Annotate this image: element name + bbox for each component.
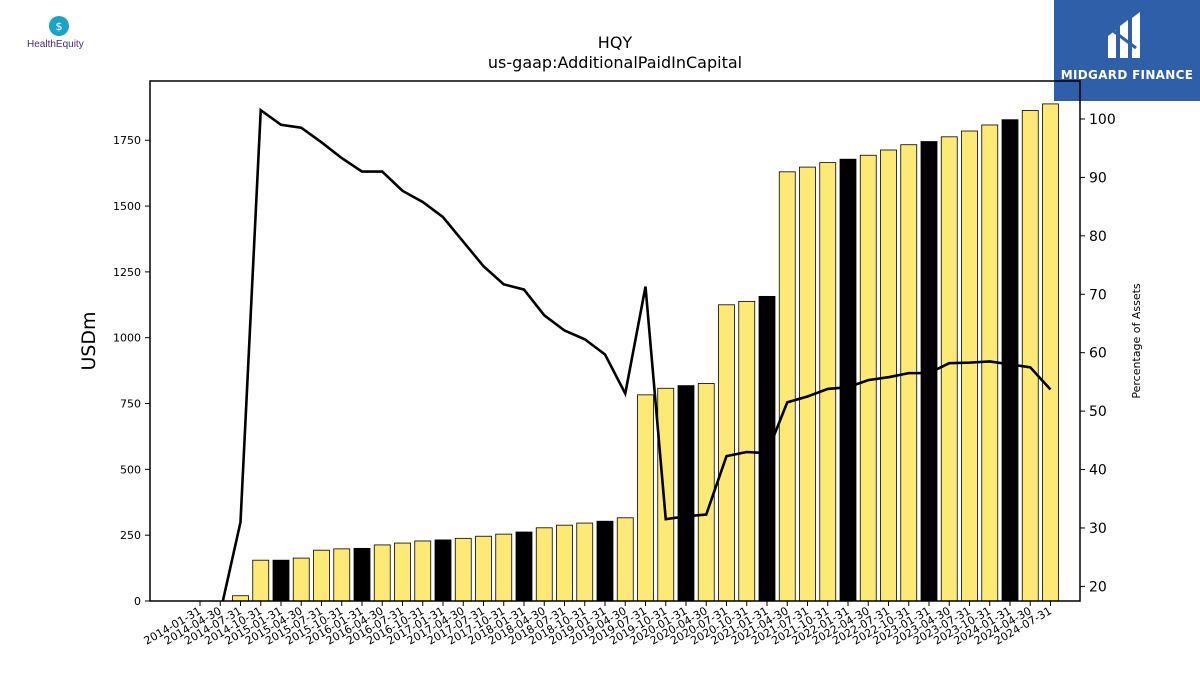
svg-text:$: $ — [56, 20, 63, 33]
y-tick-label: 1000 — [113, 332, 141, 345]
bar — [576, 522, 594, 602]
bar — [616, 517, 634, 602]
healthequity-icon: $ — [49, 16, 69, 36]
bar — [353, 547, 371, 602]
bar — [1021, 110, 1039, 602]
percentage-line — [221, 107, 1052, 601]
brand-logo: MIDGARD FINANCE — [1054, 0, 1200, 101]
y2-tick-label: 90 — [1089, 170, 1107, 186]
company-logo-text: HealthEquity — [27, 39, 84, 50]
plot-frame — [149, 80, 1081, 602]
y-axis-label: USDm — [78, 311, 100, 370]
bar — [495, 533, 513, 602]
bar — [799, 166, 816, 602]
bar — [292, 557, 310, 602]
bar — [535, 527, 553, 602]
y2-tick-label: 40 — [1089, 463, 1107, 479]
bar — [394, 542, 411, 602]
bar — [961, 130, 978, 602]
y2-tick-label: 70 — [1089, 287, 1107, 303]
bar — [414, 540, 432, 602]
y-tick-label: 0 — [134, 595, 141, 608]
bar — [475, 535, 492, 602]
y2-tick-label: 30 — [1089, 521, 1107, 537]
bar — [819, 162, 837, 602]
bar — [454, 537, 472, 602]
bar — [1042, 103, 1059, 602]
bar — [657, 387, 675, 602]
chart-title: HQY — [598, 33, 633, 52]
bar — [758, 295, 776, 602]
y-tick-label: 1250 — [113, 266, 141, 279]
bar — [313, 549, 330, 602]
y2-tick-label: 20 — [1089, 579, 1107, 595]
bar — [677, 385, 695, 602]
y2-axis-label: Percentage of Assets — [1130, 283, 1143, 399]
y2-tick-label: 80 — [1089, 229, 1107, 245]
bar — [272, 559, 290, 602]
bar — [596, 520, 614, 602]
bar — [556, 524, 573, 602]
y-tick-label: 1750 — [113, 134, 141, 147]
bar — [515, 531, 533, 602]
midgard-icon — [1108, 12, 1140, 58]
y-tick-label: 500 — [120, 463, 141, 476]
y2-tick-label: 100 — [1089, 112, 1116, 128]
company-logo: $ HealthEquity — [22, 14, 102, 54]
bar — [252, 559, 270, 602]
bar — [940, 136, 958, 602]
bar — [232, 595, 249, 602]
y2-tick-label: 60 — [1089, 346, 1107, 362]
bar — [373, 544, 391, 602]
y2-tick-label: 50 — [1089, 404, 1107, 420]
y-tick-label: 250 — [120, 529, 141, 542]
bar — [434, 539, 452, 602]
bar — [839, 158, 857, 602]
y-tick-label: 750 — [120, 398, 141, 411]
bar — [718, 304, 735, 602]
brand-logo-text: MIDGARD FINANCE — [1060, 68, 1194, 82]
bar — [333, 548, 351, 602]
y-tick-label: 1500 — [113, 200, 141, 213]
bar — [778, 171, 796, 602]
chart-subtitle: us-gaap:AdditionalPaidInCapital — [488, 53, 742, 72]
bar — [1001, 119, 1019, 602]
bar — [637, 394, 654, 602]
bar — [697, 383, 715, 602]
